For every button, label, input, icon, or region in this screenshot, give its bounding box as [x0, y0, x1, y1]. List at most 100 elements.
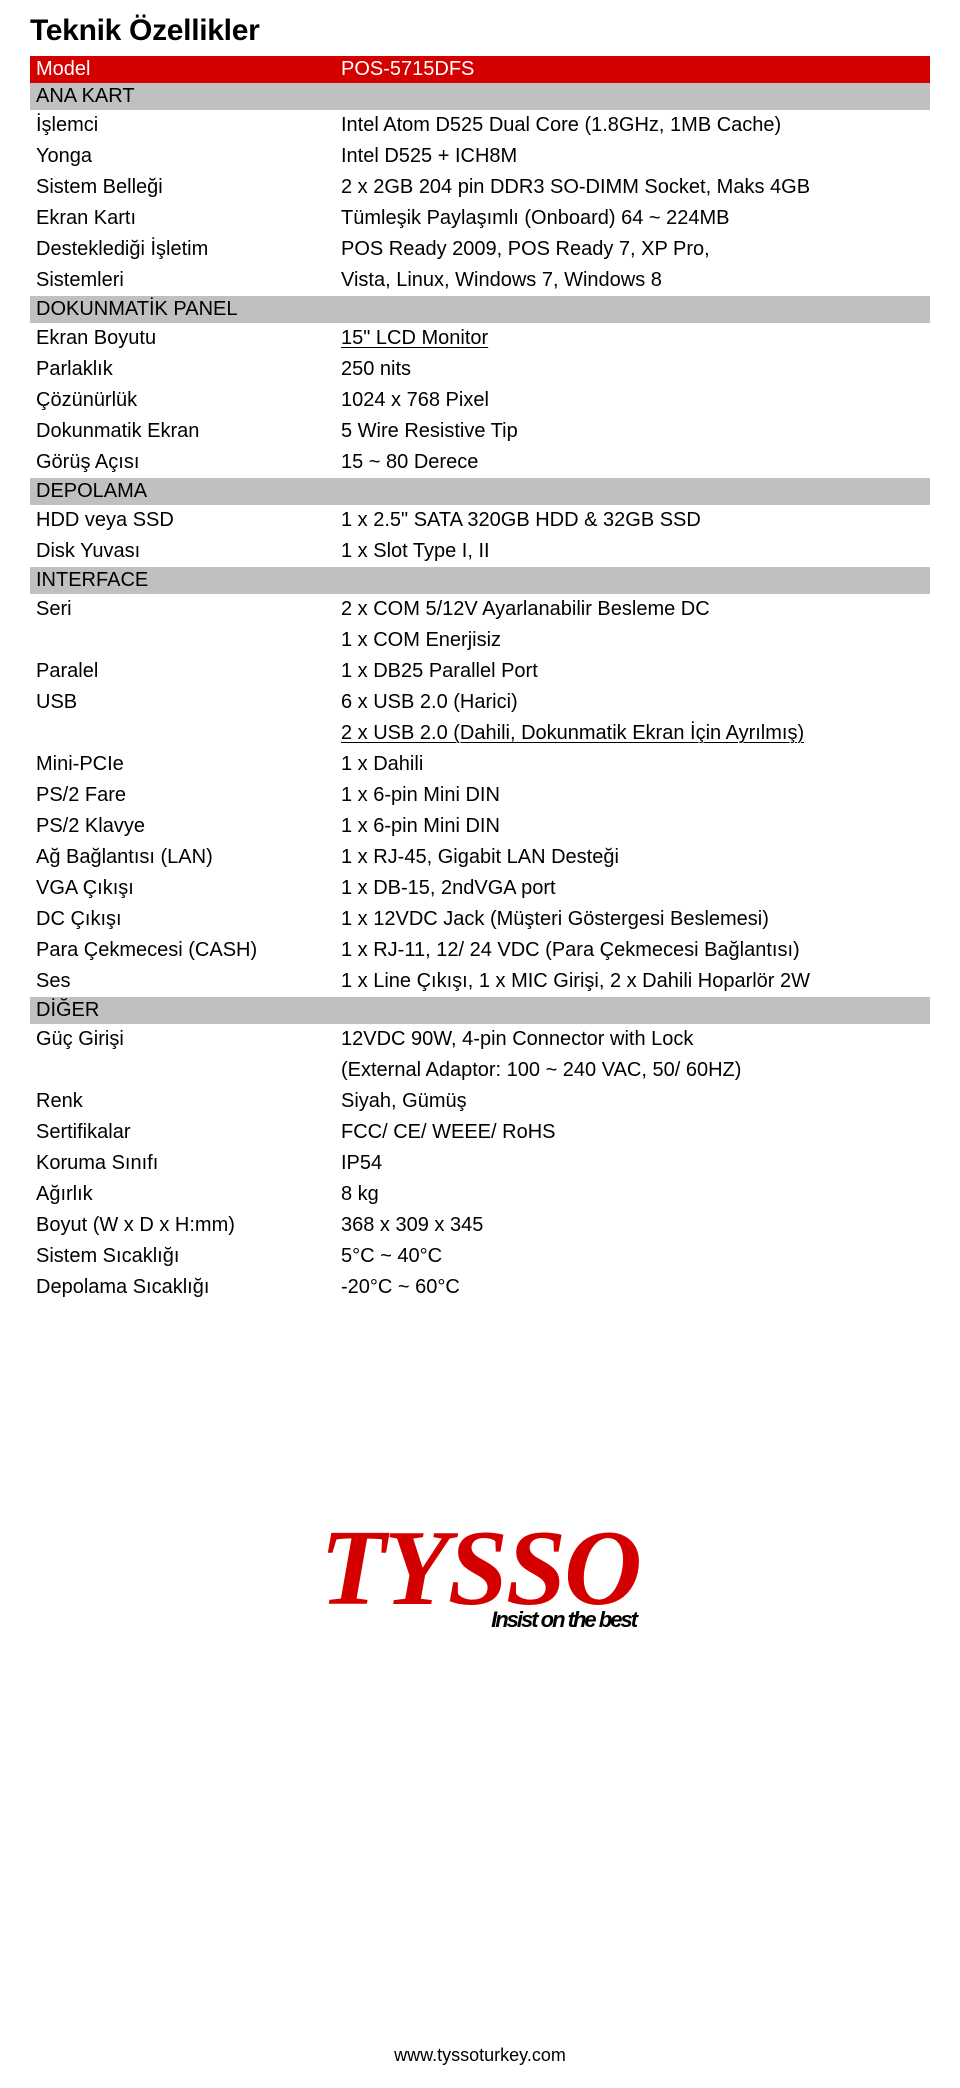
spec-value: IP54 [335, 1148, 930, 1179]
spec-value: 15 ~ 80 Derece [335, 447, 930, 478]
spec-row: Ses1 x Line Çıkışı, 1 x MIC Girişi, 2 x … [30, 966, 930, 997]
spec-label: Ekran Kartı [30, 203, 335, 234]
spec-row: Depolama Sıcaklığı-20°C ~ 60°C [30, 1272, 930, 1303]
spec-label: DC Çıkışı [30, 904, 335, 935]
spec-row: Çözünürlük1024 x 768 Pixel [30, 385, 930, 416]
spec-label: HDD veya SSD [30, 505, 335, 536]
spec-row: Para Çekmecesi (CASH)1 x RJ-11, 12/ 24 V… [30, 935, 930, 966]
spec-value: 1024 x 768 Pixel [335, 385, 930, 416]
spec-label: Ses [30, 966, 335, 997]
spec-row: Seri2 x COM 5/12V Ayarlanabilir Besleme … [30, 594, 930, 625]
spec-value: 5°C ~ 40°C [335, 1241, 930, 1272]
spec-label: Ağırlık [30, 1179, 335, 1210]
section-header: INTERFACE [30, 567, 930, 594]
spec-header-row: Model POS-5715DFS [30, 56, 930, 83]
spec-label: Disk Yuvası [30, 536, 335, 567]
spec-label: Çözünürlük [30, 385, 335, 416]
spec-row: SertifikalarFCC/ CE/ WEEE/ RoHS [30, 1117, 930, 1148]
section-header: ANA KART [30, 83, 930, 110]
spec-row: Sistem Sıcaklığı5°C ~ 40°C [30, 1241, 930, 1272]
spec-label: Yonga [30, 141, 335, 172]
spec-label: Seri [30, 594, 335, 625]
spec-row: Parlaklık250 nits [30, 354, 930, 385]
page: Teknik Özellikler Model POS-5715DFS ANA … [0, 0, 960, 2088]
spec-row: DC Çıkışı1 x 12VDC Jack (Müşteri Gösterg… [30, 904, 930, 935]
spec-value: 5 Wire Resistive Tip [335, 416, 930, 447]
spec-row: Ağırlık8 kg [30, 1179, 930, 1210]
section-header: DİĞER [30, 997, 930, 1024]
spec-row: Güç Girişi12VDC 90W, 4-pin Connector wit… [30, 1024, 930, 1055]
spec-row: RenkSiyah, Gümüş [30, 1086, 930, 1117]
spec-value: Siyah, Gümüş [335, 1086, 930, 1117]
spec-value: POS Ready 2009, POS Ready 7, XP Pro, [335, 234, 930, 265]
brand-logo: TYSSO Insist on the best [320, 1523, 640, 1629]
spec-label [30, 1055, 335, 1086]
spec-label: USB [30, 687, 335, 718]
spec-label: Sistem Belleği [30, 172, 335, 203]
spec-row: PS/2 Klavye1 x 6-pin Mini DIN [30, 811, 930, 842]
spec-value: 1 x 2.5" SATA 320GB HDD & 32GB SSD [335, 505, 930, 536]
spec-value: -20°C ~ 60°C [335, 1272, 930, 1303]
spec-value: 2 x 2GB 204 pin DDR3 SO-DIMM Socket, Mak… [335, 172, 930, 203]
spec-label: Ağ Bağlantısı (LAN) [30, 842, 335, 873]
section-header: DOKUNMATİK PANEL [30, 296, 930, 323]
spec-row: 1 x COM Enerjisiz [30, 625, 930, 656]
spec-row: SistemleriVista, Linux, Windows 7, Windo… [30, 265, 930, 296]
spec-row: Ağ Bağlantısı (LAN)1 x RJ-45, Gigabit LA… [30, 842, 930, 873]
spec-label: Paralel [30, 656, 335, 687]
spec-value: 1 x 12VDC Jack (Müşteri Göstergesi Besle… [335, 904, 930, 935]
spec-label: Boyut (W x D x H:mm) [30, 1210, 335, 1241]
spec-row: Sistem Belleği2 x 2GB 204 pin DDR3 SO-DI… [30, 172, 930, 203]
spec-label: Desteklediği İşletim [30, 234, 335, 265]
spec-row: Mini-PCIe1 x Dahili [30, 749, 930, 780]
spec-row: YongaIntel D525 + ICH8M [30, 141, 930, 172]
spec-label: Sertifikalar [30, 1117, 335, 1148]
spec-value: Intel D525 + ICH8M [335, 141, 930, 172]
spec-value: 368 x 309 x 345 [335, 1210, 930, 1241]
spec-label: İşlemci [30, 110, 335, 141]
spec-body: ANA KARTİşlemciIntel Atom D525 Dual Core… [30, 83, 930, 1303]
page-title: Teknik Özellikler [30, 14, 930, 48]
spec-value: Intel Atom D525 Dual Core (1.8GHz, 1MB C… [335, 110, 930, 141]
spec-row: İşlemciIntel Atom D525 Dual Core (1.8GHz… [30, 110, 930, 141]
spec-value: 6 x USB 2.0 (Harici) [335, 687, 930, 718]
header-value: POS-5715DFS [335, 56, 930, 83]
spec-value: Vista, Linux, Windows 7, Windows 8 [335, 265, 930, 296]
spec-row: Görüş Açısı15 ~ 80 Derece [30, 447, 930, 478]
spec-value: 250 nits [335, 354, 930, 385]
spec-row: USB6 x USB 2.0 (Harici) [30, 687, 930, 718]
spec-value: 15" LCD Monitor [335, 323, 930, 354]
spec-label: VGA Çıkışı [30, 873, 335, 904]
spec-row: (External Adaptor: 100 ~ 240 VAC, 50/ 60… [30, 1055, 930, 1086]
spec-label: Para Çekmecesi (CASH) [30, 935, 335, 966]
spec-label [30, 625, 335, 656]
footer-url: www.tyssoturkey.com [0, 2045, 960, 2066]
spec-label: PS/2 Fare [30, 780, 335, 811]
spec-value: 1 x Line Çıkışı, 1 x MIC Girişi, 2 x Dah… [335, 966, 930, 997]
spec-row: Desteklediği İşletimPOS Ready 2009, POS … [30, 234, 930, 265]
spec-row: PS/2 Fare1 x 6-pin Mini DIN [30, 780, 930, 811]
spec-row: Boyut (W x D x H:mm)368 x 309 x 345 [30, 1210, 930, 1241]
spec-value: 1 x DB-15, 2ndVGA port [335, 873, 930, 904]
spec-row: Ekran Boyutu15" LCD Monitor [30, 323, 930, 354]
spec-value: 1 x Slot Type I, II [335, 536, 930, 567]
spec-label: Depolama Sıcaklığı [30, 1272, 335, 1303]
spec-row: HDD veya SSD1 x 2.5" SATA 320GB HDD & 32… [30, 505, 930, 536]
spec-label [30, 718, 335, 749]
spec-value: 1 x 6-pin Mini DIN [335, 811, 930, 842]
section-header: DEPOLAMA [30, 478, 930, 505]
spec-value: 1 x COM Enerjisiz [335, 625, 930, 656]
spec-label: Sistemleri [30, 265, 335, 296]
spec-row: Disk Yuvası1 x Slot Type I, II [30, 536, 930, 567]
spec-label: Mini-PCIe [30, 749, 335, 780]
spec-value: 1 x RJ-11, 12/ 24 VDC (Para Çekmecesi Ba… [335, 935, 930, 966]
spec-value: 1 x 6-pin Mini DIN [335, 780, 930, 811]
spec-value: 1 x DB25 Parallel Port [335, 656, 930, 687]
spec-row: Ekran KartıTümleşik Paylaşımlı (Onboard)… [30, 203, 930, 234]
spec-row: Paralel1 x DB25 Parallel Port [30, 656, 930, 687]
header-label: Model [30, 56, 335, 83]
spec-value: 12VDC 90W, 4-pin Connector with Lock [335, 1024, 930, 1055]
spec-value: Tümleşik Paylaşımlı (Onboard) 64 ~ 224MB [335, 203, 930, 234]
spec-value: 8 kg [335, 1179, 930, 1210]
spec-label: Dokunmatik Ekran [30, 416, 335, 447]
